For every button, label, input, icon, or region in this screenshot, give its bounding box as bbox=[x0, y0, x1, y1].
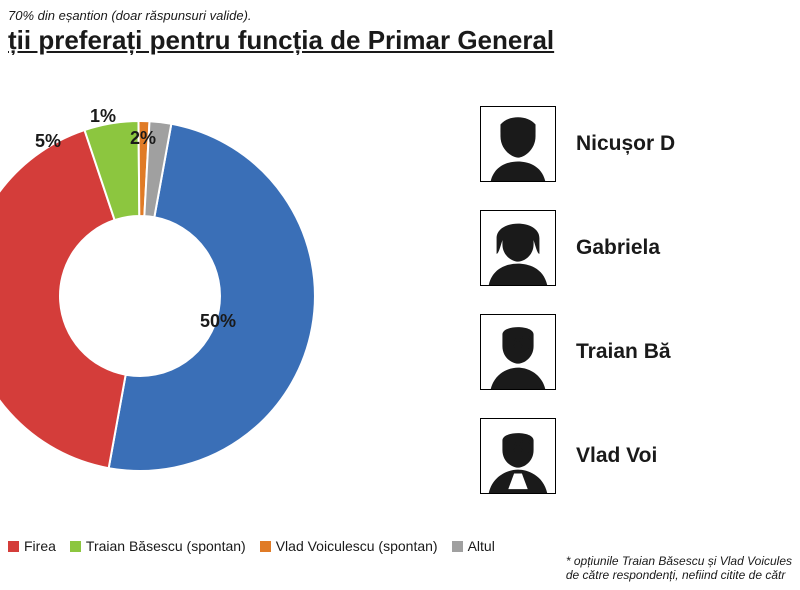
avatar-icon bbox=[480, 210, 556, 286]
legend-item: Firea bbox=[8, 538, 56, 554]
donut-chart bbox=[0, 96, 340, 496]
avatar-icon bbox=[480, 106, 556, 182]
candidate-row: Traian Bă bbox=[480, 314, 800, 390]
avatar-icon bbox=[480, 418, 556, 494]
avatar-icon bbox=[480, 314, 556, 390]
chart-legend: Firea Traian Băsescu (spontan) Vlad Voic… bbox=[8, 538, 495, 554]
legend-label: Traian Băsescu (spontan) bbox=[86, 538, 246, 554]
candidate-name: Traian Bă bbox=[576, 340, 671, 364]
candidate-row: Vlad Voi bbox=[480, 418, 800, 494]
legend-item: Traian Băsescu (spontan) bbox=[70, 538, 246, 554]
swatch-icon bbox=[70, 541, 81, 552]
legend-item: Vlad Voiculescu (spontan) bbox=[260, 538, 438, 554]
legend-label: Altul bbox=[468, 538, 495, 554]
footnote: * opțiunile Traian Băsescu și Vlad Voicu… bbox=[566, 554, 792, 582]
candidate-name: Nicușor D bbox=[576, 132, 675, 156]
main-content: 50%%5%1%2% Nicușor D Gabriela Traian Bă … bbox=[0, 66, 800, 506]
candidate-row: Gabriela bbox=[480, 210, 800, 286]
swatch-icon bbox=[452, 541, 463, 552]
candidate-row: Nicușor D bbox=[480, 106, 800, 182]
swatch-icon bbox=[260, 541, 271, 552]
swatch-icon bbox=[8, 541, 19, 552]
legend-label: Firea bbox=[24, 538, 56, 554]
candidate-name: Vlad Voi bbox=[576, 444, 657, 468]
slice-label: 1% bbox=[90, 106, 116, 127]
slice-label: 2% bbox=[130, 128, 156, 149]
legend-label: Vlad Voiculescu (spontan) bbox=[276, 538, 438, 554]
footnote-l1: * opțiunile Traian Băsescu și Vlad Voicu… bbox=[566, 554, 792, 568]
legend-item: Altul bbox=[452, 538, 495, 554]
footnote-l2: de către respondenți, nefiind citite de … bbox=[566, 568, 785, 582]
slice-label: 5% bbox=[35, 131, 61, 152]
chart-area: 50%%5%1%2% bbox=[0, 66, 480, 506]
candidate-name: Gabriela bbox=[576, 236, 660, 260]
sample-subtext: 70% din eșantion (doar răspunsuri valide… bbox=[0, 0, 800, 23]
slice-label: 50% bbox=[200, 311, 236, 332]
page-title: ții preferați pentru funcția de Primar G… bbox=[0, 23, 800, 66]
candidate-list: Nicușor D Gabriela Traian Bă Vlad Voi bbox=[480, 66, 800, 506]
